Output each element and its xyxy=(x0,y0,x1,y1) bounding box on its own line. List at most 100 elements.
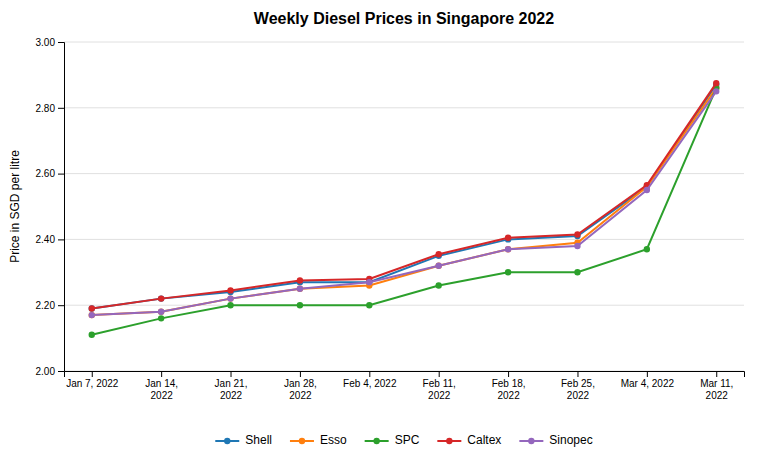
series-marker xyxy=(158,309,164,315)
series-marker xyxy=(366,302,372,308)
series-line xyxy=(92,88,716,335)
series-marker xyxy=(574,243,580,249)
y-tick: 2.20 xyxy=(36,300,64,311)
grid-line xyxy=(64,305,744,306)
series-marker xyxy=(227,295,233,301)
series-marker xyxy=(158,315,164,321)
series-marker xyxy=(366,279,372,285)
x-tick: Jan 21,2022 xyxy=(215,371,248,401)
y-tick: 2.00 xyxy=(36,366,64,377)
x-tick-label-line: 2022 xyxy=(567,390,590,401)
legend-label: SPC xyxy=(395,433,420,447)
y-tick-label: 2.60 xyxy=(36,168,56,179)
series-marker xyxy=(158,295,164,301)
plot: 2.002.202.402.602.803.00Jan 7, 2022Jan 1… xyxy=(36,37,745,401)
y-axis-line xyxy=(58,43,65,372)
grid xyxy=(64,42,744,371)
series-marker xyxy=(89,312,95,318)
y-tick-mark xyxy=(58,42,64,43)
series-marker xyxy=(366,279,372,285)
y-tick-label: 2.20 xyxy=(36,300,56,311)
x-tick: Feb 4, 2022 xyxy=(343,371,397,389)
legend-item: Esso xyxy=(290,433,347,447)
legend-item: SPC xyxy=(365,433,420,447)
x-tick: Jan 28,2022 xyxy=(284,371,317,401)
y-tick-mark xyxy=(58,371,64,372)
series-marker xyxy=(297,277,303,283)
x-tick-label: Mar 11,2022 xyxy=(700,378,733,401)
legend-item: Sinopec xyxy=(519,433,592,447)
x-tick-mark xyxy=(439,371,440,377)
x-tick-label: Jan 28,2022 xyxy=(284,378,317,401)
series-marker xyxy=(574,269,580,275)
x-tick-label-line: Jan 14, xyxy=(145,378,178,389)
series-marker xyxy=(297,286,303,292)
y-tick-label: 2.00 xyxy=(36,366,56,377)
x-tick-mark xyxy=(92,371,93,377)
x-tick-label-line: Feb 18, xyxy=(492,378,526,389)
y-tick: 2.60 xyxy=(36,168,64,179)
series-marker xyxy=(227,295,233,301)
x-tick-label-line: Mar 11, xyxy=(700,378,733,389)
y-tick-mark xyxy=(58,108,64,109)
x-tick-label-line: 2022 xyxy=(497,390,520,401)
series-marker xyxy=(297,302,303,308)
series-marker xyxy=(505,235,511,241)
series-group xyxy=(89,80,720,338)
y-tick-mark xyxy=(58,239,64,240)
series-marker xyxy=(436,263,442,269)
x-tick-label-line: 2022 xyxy=(706,390,729,401)
legend-item: Shell xyxy=(215,433,272,447)
y-tick: 2.80 xyxy=(36,103,64,114)
series-marker xyxy=(574,231,580,237)
x-tick-mark xyxy=(161,371,162,377)
x-tick-label-line: Mar 4, 2022 xyxy=(621,378,675,389)
title: Weekly Diesel Prices in Singapore 2022 xyxy=(254,10,554,27)
x-tick-label-line: Feb 25, xyxy=(561,378,595,389)
x-tick: Feb 18,2022 xyxy=(492,371,526,401)
series-marker xyxy=(505,246,511,252)
legend-marker xyxy=(528,438,534,444)
x-tick-label-line: 2022 xyxy=(289,390,312,401)
y-tick: 3.00 xyxy=(36,37,64,48)
y-tick-mark xyxy=(58,305,64,306)
x-tick-label: Jan 14,2022 xyxy=(145,378,178,401)
x-axis: Jan 7, 2022Jan 14,2022Jan 21,2022Jan 28,… xyxy=(65,371,745,401)
grid-line xyxy=(64,173,744,174)
x-tick-label: Feb 4, 2022 xyxy=(343,378,397,389)
series-marker xyxy=(644,187,650,193)
series-marker xyxy=(713,88,719,94)
x-axis-line xyxy=(65,372,745,378)
x-tick-label-line: Feb 11, xyxy=(423,378,456,389)
x-tick-label-line: Jan 7, 2022 xyxy=(66,378,119,389)
chart: 2.002.202.402.602.803.00Jan 7, 2022Jan 1… xyxy=(0,0,768,459)
x-tick-label: Feb 11,2022 xyxy=(423,378,456,401)
series-marker xyxy=(713,80,719,86)
x-tick: Feb 11,2022 xyxy=(423,371,456,401)
series-line xyxy=(92,91,716,315)
legend-item: Caltex xyxy=(437,433,501,447)
x-tick-mark xyxy=(716,371,717,377)
y-tick-label: 3.00 xyxy=(36,37,56,48)
x-tick-mark xyxy=(231,371,232,377)
x-tick-mark xyxy=(508,371,509,377)
x-tick-mark xyxy=(369,371,370,377)
x-tick-label-line: Jan 28, xyxy=(284,378,317,389)
series-marker xyxy=(505,246,511,252)
legend-label: Esso xyxy=(320,433,347,447)
series-marker xyxy=(436,263,442,269)
series-marker xyxy=(436,251,442,257)
grid-line xyxy=(64,239,744,240)
legend-marker xyxy=(224,438,230,444)
series-marker xyxy=(227,302,233,308)
x-tick-label-line: 2022 xyxy=(151,390,174,401)
series-marker xyxy=(89,312,95,318)
legend-label: Shell xyxy=(245,433,272,447)
x-tick-mark xyxy=(647,371,648,377)
series-marker xyxy=(436,282,442,288)
series-marker xyxy=(158,309,164,315)
x-tick-label-line: 2022 xyxy=(220,390,243,401)
x-tick-mark xyxy=(577,371,578,377)
x-tick-label-line: 2022 xyxy=(428,390,451,401)
x-tick-label: Jan 7, 2022 xyxy=(66,378,119,389)
